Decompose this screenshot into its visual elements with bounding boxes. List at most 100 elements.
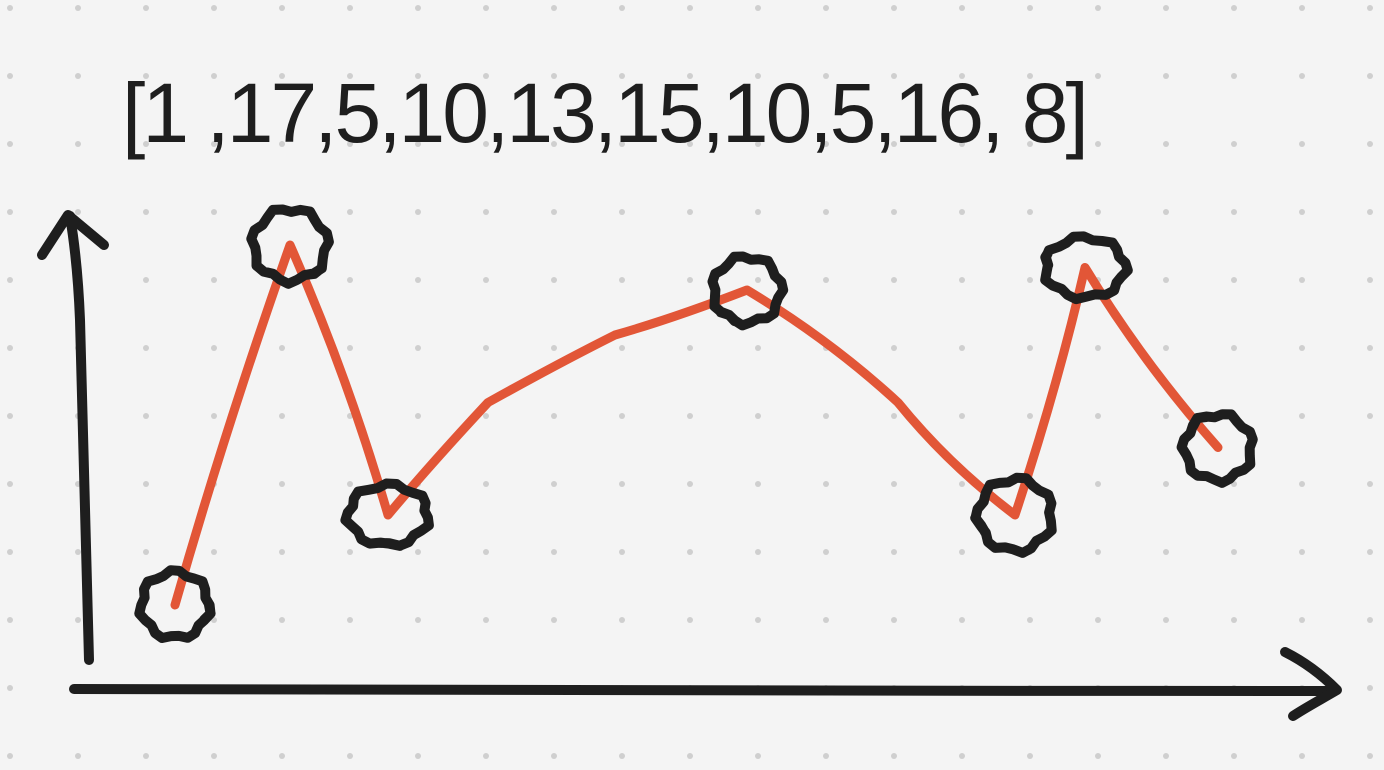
grid-dot [551, 5, 557, 11]
grid-dot [1027, 141, 1033, 147]
grid-dot [1231, 277, 1237, 283]
grid-dot [1299, 413, 1305, 419]
grid-dot [687, 413, 693, 419]
grid-dot [483, 549, 489, 555]
grid-dot [1299, 209, 1305, 215]
grid-dot [823, 617, 829, 623]
grid-dot [143, 413, 149, 419]
grid-dot [959, 277, 965, 283]
grid-dot [687, 617, 693, 623]
grid-dot [959, 73, 965, 79]
grid-dot [7, 345, 13, 351]
grid-dot [551, 481, 557, 487]
grid-dot [75, 141, 81, 147]
circled-point-marker-9 [1176, 409, 1258, 488]
grid-dot [211, 209, 217, 215]
grid-dot [143, 753, 149, 759]
grid-dot [755, 345, 761, 351]
grid-dot [687, 481, 693, 487]
grid-dot [1095, 549, 1101, 555]
grid-dot [7, 5, 13, 11]
grid-dot [1231, 209, 1237, 215]
circled-point-marker-0 [134, 565, 216, 643]
grid-dot [415, 345, 421, 351]
grid-dot [483, 209, 489, 215]
grid-dot [1231, 73, 1237, 79]
grid-dot [1027, 73, 1033, 79]
grid-dot [959, 5, 965, 11]
grid-dot [347, 141, 353, 147]
grid-dot [143, 209, 149, 215]
data-point-1 [286, 241, 294, 249]
grid-dot [1367, 141, 1373, 147]
grid-dot [1231, 753, 1237, 759]
grid-dot [75, 549, 81, 555]
grid-dot [7, 209, 13, 215]
grid-dot [551, 413, 557, 419]
grid-dot [7, 549, 13, 555]
grid-dot [1163, 549, 1169, 555]
grid-dot [823, 209, 829, 215]
data-point-3 [484, 398, 492, 407]
grid-dot [891, 277, 897, 283]
grid-dot [823, 5, 829, 11]
grid-dot [891, 73, 897, 79]
data-point-5 [743, 286, 751, 294]
grid-dot [279, 345, 285, 351]
grid-dot [1163, 481, 1169, 487]
grid-dot [1299, 5, 1305, 11]
grid-dot [279, 73, 285, 79]
circled-point-marker-5 [707, 251, 789, 331]
grid-dot [619, 73, 625, 79]
grid-dot [891, 413, 897, 419]
grid-dot [619, 277, 625, 283]
grid-dot [143, 277, 149, 283]
grid-dot [687, 753, 693, 759]
grid-dot [1163, 5, 1169, 11]
grid-dot [755, 753, 761, 759]
grid-dot [1163, 345, 1169, 351]
grid-dot [1367, 413, 1373, 419]
grid-dot [347, 481, 353, 487]
circled-point-marker-1 [246, 204, 334, 289]
grid-dot [1095, 209, 1101, 215]
grid-dot [823, 73, 829, 79]
grid-dot [1299, 141, 1305, 147]
grid-dot [959, 753, 965, 759]
grid-dot [1299, 617, 1305, 623]
grid-dot [959, 413, 965, 419]
grid-dot [279, 413, 285, 419]
grid-dot [483, 5, 489, 11]
grid-dot [619, 345, 625, 351]
grid-dot [959, 141, 965, 147]
grid-dot [823, 753, 829, 759]
grid-dot [755, 141, 761, 147]
grid-dot [1163, 73, 1169, 79]
grid-dot [823, 413, 829, 419]
grid-dot [551, 345, 557, 351]
grid-dot [1231, 345, 1237, 351]
grid-dot [483, 753, 489, 759]
grid-dot [7, 481, 13, 487]
grid-dot [1367, 617, 1373, 623]
grid-dot [1027, 5, 1033, 11]
grid-dot [959, 481, 965, 487]
grid-dot [891, 5, 897, 11]
grid-dot [347, 345, 353, 351]
grid-dot [823, 549, 829, 555]
grid-dot [823, 481, 829, 487]
grid-dot [687, 209, 693, 215]
grid-dot [279, 141, 285, 147]
grid-dot [891, 209, 897, 215]
grid-dot [551, 73, 557, 79]
grid-dot [347, 617, 353, 623]
grid-dot [347, 73, 353, 79]
grid-dot [1299, 345, 1305, 351]
grid-dot [1095, 753, 1101, 759]
grid-dot [891, 345, 897, 351]
array-label: [1 ,17,5,10,13,15,10,5,16, 8] [122, 66, 1086, 160]
grid-dot [75, 73, 81, 79]
grid-dot [347, 277, 353, 283]
